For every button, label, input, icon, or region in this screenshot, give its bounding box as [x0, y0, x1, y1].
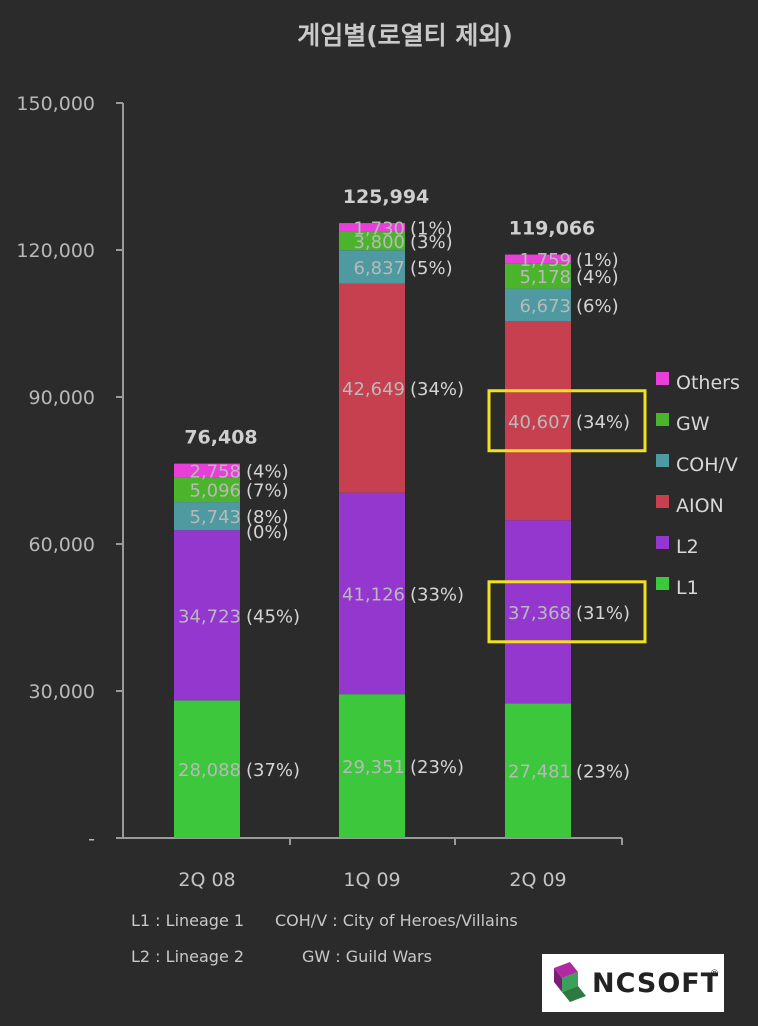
- legend-label: L1: [676, 577, 699, 599]
- logo-emblem-icon: [554, 962, 586, 1002]
- legend: Others GW COH/V AION L2 L1: [656, 372, 740, 599]
- logo-text: NCSOFT: [592, 968, 718, 999]
- legend-label: Others: [676, 372, 740, 394]
- bar-gw: [505, 263, 571, 289]
- segment-percent-label: (6%): [576, 296, 619, 317]
- legend-label: L2: [676, 536, 699, 558]
- x-tick-label: 2Q 08: [178, 869, 235, 891]
- segment-value-label: 2,758: [189, 461, 241, 482]
- y-tick-label: 120,000: [16, 240, 95, 262]
- ncsoft-logo: NCSOFT ®: [542, 954, 724, 1012]
- bar-coh-v: [505, 288, 571, 322]
- axes: - 30,000 60,000 90,000 120,000 150,000 2Q 08 1Q…: [16, 93, 623, 891]
- legend-label: COH/V: [676, 454, 738, 476]
- logo-registered-mark: ®: [710, 969, 718, 979]
- bar-aion: [505, 321, 571, 521]
- segment-percent-label: (45%): [246, 606, 300, 627]
- y-tick-label: 60,000: [29, 534, 95, 556]
- segment-value-label: 40,607: [508, 412, 571, 433]
- bar-coh-v: [339, 250, 405, 284]
- segment-value-label: 1,730: [353, 218, 405, 239]
- segment-value-label: 28,088: [178, 760, 241, 781]
- legend-swatch: [656, 536, 669, 549]
- legend-swatch: [656, 577, 669, 590]
- segment-value-label: 3,800: [353, 232, 405, 253]
- bar-l1: [505, 703, 571, 838]
- legend-swatch: [656, 495, 669, 508]
- y-tick-label: 150,000: [16, 93, 95, 115]
- legend-swatch: [656, 413, 669, 426]
- bar-l1: [174, 700, 240, 838]
- bar-aion: [339, 283, 405, 493]
- segment-percent-label: (1%): [410, 218, 453, 239]
- segment-value-label: 34,723: [178, 606, 241, 627]
- segment-value-label: 37,368: [508, 603, 571, 624]
- segment-value-label: 5,178: [519, 267, 571, 288]
- segment-percent-label: (1%): [576, 250, 619, 271]
- footnote-cohv: COH/V : City of Heroes/Villains: [275, 911, 518, 930]
- segment-percent-label: (31%): [576, 603, 630, 624]
- segment-percent-label: (33%): [410, 584, 464, 605]
- segment-value-label: 29,351: [342, 757, 405, 778]
- legend-label: AION: [676, 495, 724, 517]
- x-tick-label: 2Q 09: [509, 869, 566, 891]
- segment-value-label: 6,673: [519, 296, 571, 317]
- y-tick-label: -: [88, 828, 95, 850]
- footnote-l1: L1 : Lineage 1: [131, 911, 244, 930]
- segment-value-label: 5,743: [189, 507, 241, 528]
- segment-percent-label: (4%): [246, 461, 289, 482]
- highlight-box: [487, 389, 647, 453]
- segment-percent-label: (37%): [246, 760, 300, 781]
- segment-percent-label: (4%): [576, 267, 619, 288]
- segment-percent-label: (8%): [246, 507, 289, 528]
- segment-percent-label: (7%): [246, 481, 289, 502]
- legend-swatch: [656, 454, 669, 467]
- segment-value-label: 42,649: [342, 379, 405, 400]
- segment-percent-label: (34%): [576, 412, 630, 433]
- bar-others: [505, 254, 571, 264]
- segment-percent-label: (5%): [410, 258, 453, 279]
- bar-gw: [339, 231, 405, 251]
- bar-coh-v: [174, 502, 240, 531]
- segment-value-label: 1,759: [519, 250, 571, 271]
- bar-l2: [174, 530, 240, 701]
- bars: [174, 223, 571, 838]
- segment-percent-label: (23%): [410, 757, 464, 778]
- total-label: 76,408: [184, 427, 257, 449]
- legend-swatch: [656, 372, 669, 385]
- highlight-box: [487, 580, 647, 644]
- legend-label: GW: [676, 413, 710, 435]
- bar-l1: [339, 694, 405, 838]
- segment-percent-label: (23%): [576, 762, 630, 783]
- footnote-gw: GW : Guild Wars: [302, 947, 432, 966]
- y-tick-label: 90,000: [29, 387, 95, 409]
- segment-percent-label: (3%): [410, 232, 453, 253]
- segment-value-label: 41,126: [342, 584, 405, 605]
- bar-l2: [339, 492, 405, 695]
- total-label: 125,994: [343, 186, 430, 208]
- segment-percent-label: (0%): [246, 522, 289, 543]
- data-labels: 28,088 (37%) 34,723 (45%) (0%)5,743 (8%)5,096…: [178, 186, 647, 783]
- segment-value-label: 5,096: [189, 481, 241, 502]
- y-tick-label: 30,000: [29, 681, 95, 703]
- bar-others: [174, 463, 240, 478]
- segment-percent-label: (34%): [410, 379, 464, 400]
- bar-gw: [174, 477, 240, 503]
- total-label: 119,066: [509, 218, 596, 240]
- footnotes: L1 : Lineage 1 COH/V : City of Heroes/Vi…: [131, 911, 518, 966]
- bar-others: [339, 223, 405, 232]
- chart-title: 게임별(로열티 제외): [297, 21, 513, 50]
- ncsoft-logo-mark: NCSOFT ®: [554, 962, 718, 1002]
- segment-value-label: 6,837: [353, 258, 405, 279]
- segment-value-label: 27,481: [508, 762, 571, 783]
- bar-l2: [505, 520, 571, 704]
- x-tick-label: 1Q 09: [343, 869, 400, 891]
- footnote-l2: L2 : Lineage 2: [131, 947, 244, 966]
